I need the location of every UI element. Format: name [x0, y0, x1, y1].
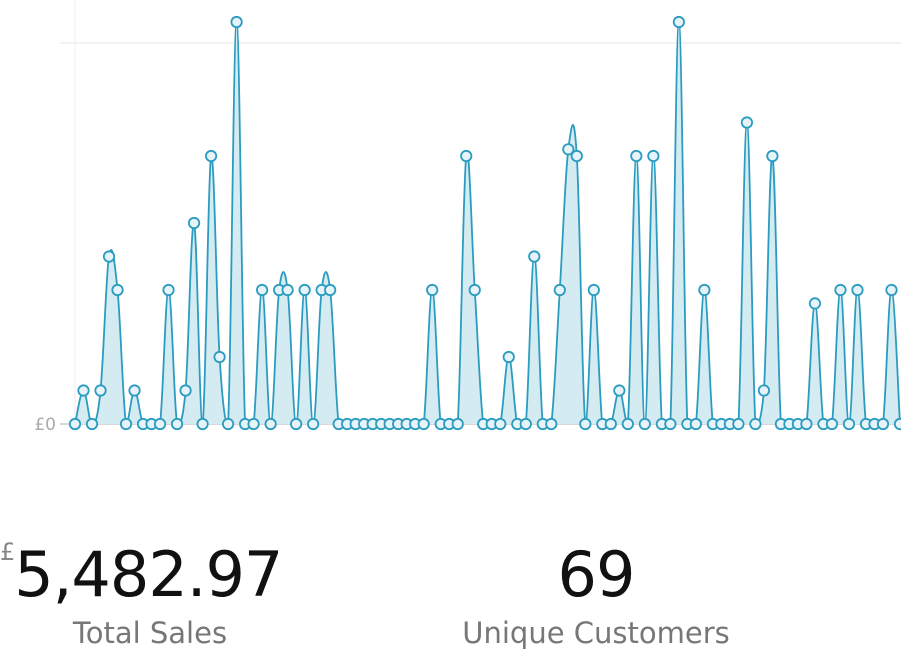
data-point — [638, 417, 651, 431]
data-point — [111, 283, 124, 297]
data-point — [153, 417, 167, 431]
data-point — [570, 149, 583, 163]
data-point — [494, 417, 507, 431]
data-point — [417, 417, 430, 431]
data-point — [604, 417, 617, 431]
data-point — [553, 283, 566, 297]
data-point — [170, 417, 184, 431]
data-point — [256, 283, 269, 297]
currency-symbol: £ — [0, 538, 15, 566]
data-point — [766, 149, 779, 163]
data-point — [851, 283, 864, 297]
data-point — [247, 417, 260, 431]
data-point — [621, 417, 634, 431]
data-point — [451, 417, 464, 431]
data-point — [876, 417, 890, 431]
data-point — [800, 417, 813, 431]
data-point — [264, 417, 277, 431]
data-point — [204, 149, 218, 163]
data-point — [519, 417, 532, 431]
stat-value: £5,482.97 — [0, 540, 300, 606]
data-point — [528, 250, 541, 263]
unique-customers-stat: 69 Unique Customers — [446, 538, 746, 651]
data-point — [307, 417, 320, 431]
data-point — [579, 417, 592, 431]
data-point — [77, 384, 90, 397]
data-point — [213, 350, 226, 364]
data-point — [664, 417, 677, 431]
data-point — [842, 417, 856, 431]
stat-label: Total Sales — [72, 616, 228, 650]
data-point — [162, 283, 175, 297]
data-point — [187, 216, 201, 230]
data-point — [128, 384, 141, 397]
data-point — [179, 384, 192, 397]
data-point — [298, 283, 311, 297]
data-point — [757, 384, 771, 397]
data-point — [893, 417, 901, 431]
sales-chart: £0 — [34, 0, 901, 435]
data-point — [230, 15, 243, 29]
data-point — [102, 250, 116, 263]
data-point — [196, 417, 209, 431]
data-point — [808, 297, 822, 310]
data-point — [613, 384, 626, 397]
data-point — [749, 417, 762, 431]
data-point — [630, 149, 643, 163]
data-point — [85, 417, 99, 431]
data-point — [460, 149, 473, 163]
data-point — [468, 283, 481, 297]
total-sales-stat: £5,482.97 Total Sales — [0, 540, 300, 650]
stat-label: Unique Customers — [462, 616, 730, 650]
data-point — [68, 417, 82, 431]
area-fill — [75, 22, 900, 424]
data-point — [562, 143, 575, 156]
data-point — [324, 283, 337, 297]
data-point — [834, 283, 847, 297]
data-point — [647, 149, 660, 163]
stat-number: 5,482.97 — [14, 538, 283, 611]
data-point — [740, 116, 754, 129]
data-point — [290, 417, 303, 431]
y-tick-label: £0 — [34, 415, 56, 435]
data-point — [689, 417, 702, 431]
data-point — [545, 417, 558, 431]
data-point — [672, 15, 685, 29]
data-point — [698, 283, 711, 297]
data-point — [502, 350, 515, 364]
data-point — [885, 283, 898, 297]
data-point — [587, 283, 600, 297]
data-point — [94, 384, 107, 397]
data-point — [281, 283, 294, 297]
data-point — [426, 283, 439, 297]
data-point — [221, 417, 235, 431]
data-point — [825, 417, 839, 431]
data-point — [732, 417, 745, 431]
stat-number: 69 — [557, 538, 636, 611]
data-point — [119, 417, 133, 431]
